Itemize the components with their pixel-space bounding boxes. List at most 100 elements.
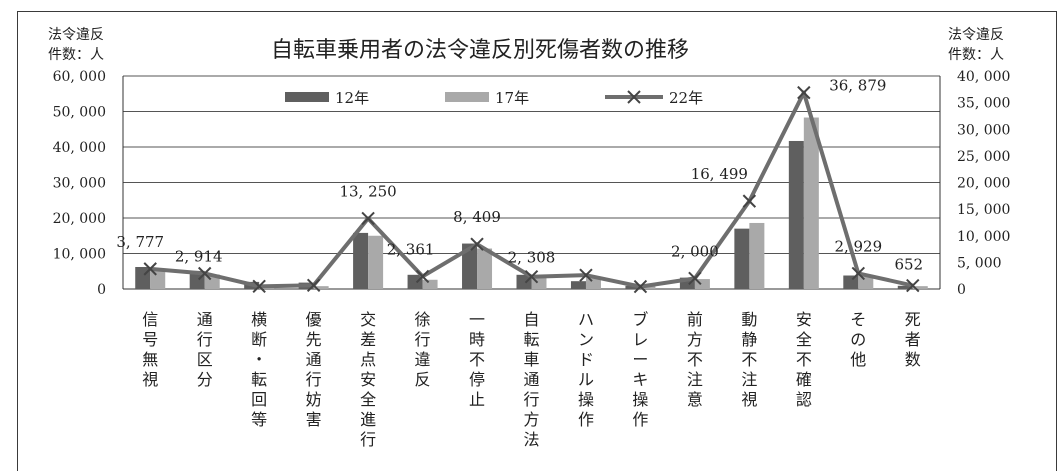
data-label: 2, 000	[671, 242, 719, 260]
x-category-char: 進	[360, 410, 376, 429]
marker-x	[851, 266, 866, 281]
marker-x-stroke	[851, 266, 866, 281]
data-label: 2, 914	[175, 247, 223, 265]
legend-label: 17年	[495, 89, 529, 107]
y-right-tick-label: 35, 000	[957, 96, 1010, 112]
x-category-char: 不	[796, 350, 812, 369]
x-category-char: 反	[415, 370, 431, 389]
marker-x	[470, 237, 484, 251]
marker-x-stroke	[143, 262, 157, 276]
line-series	[143, 85, 920, 294]
data-label: 3, 777	[116, 233, 164, 251]
bar-12年	[189, 270, 205, 289]
x-category-char: 前	[687, 310, 703, 329]
x-category-char: キ	[632, 370, 648, 389]
y-axis-left-label-line: 件数：人	[48, 47, 104, 63]
x-category-char: 安	[796, 310, 812, 329]
legend-swatch	[285, 92, 329, 102]
x-category-char: 通	[197, 310, 213, 329]
marker-x-stroke	[524, 270, 539, 284]
x-category-char: 車	[523, 350, 539, 369]
y-left-tick-label: 10, 000	[53, 247, 106, 263]
marker-x-stroke	[633, 279, 648, 294]
bar-12年	[516, 274, 532, 289]
x-category-char: 全	[360, 390, 376, 409]
bar-12年	[462, 243, 478, 289]
x-category-char: 転	[251, 370, 267, 389]
legend: 12年 17年 22年	[285, 89, 703, 107]
y-right-tick-label: 40, 000	[957, 69, 1010, 85]
marker-x	[415, 269, 430, 284]
x-category-char: 行	[360, 430, 376, 449]
legend-item: 12年	[285, 89, 369, 107]
marker-x	[579, 268, 593, 282]
marker-x-stroke	[742, 194, 757, 208]
x-category-char: 視	[741, 390, 757, 409]
marker-x	[633, 279, 648, 294]
y-right-tick-label: 5, 000	[957, 255, 1002, 271]
bar-17年	[150, 269, 166, 289]
x-category-char: ・	[251, 350, 267, 369]
marker-x-stroke	[797, 85, 811, 100]
y-right-tick-label: 10, 000	[957, 229, 1010, 245]
marker-x	[524, 270, 539, 284]
x-category-char: ン	[578, 330, 594, 349]
x-category-char: 行	[415, 330, 431, 349]
x-category-char: 不	[469, 350, 485, 369]
bar-17年	[422, 279, 438, 289]
x-category-char: そ	[850, 310, 866, 329]
y-axis-right-label-line: 件数：人	[948, 47, 1004, 63]
x-category-char: 害	[306, 410, 322, 429]
x-category-char: 法	[523, 430, 539, 449]
y-left-tick-label: 40, 000	[53, 140, 106, 156]
bar-12年	[407, 274, 423, 289]
x-category-char: 全	[796, 330, 812, 349]
y-right-tick-label: 0	[957, 282, 966, 298]
x-category-char: 停	[469, 370, 485, 389]
x-category-char: 視	[142, 370, 158, 389]
marker-x-stroke	[197, 266, 212, 281]
x-category-char: 操	[578, 390, 594, 409]
bar-12年	[843, 275, 859, 289]
x-category-char: 回	[251, 390, 267, 409]
y-axis-left-label-line: 法令違反	[48, 27, 104, 43]
marker-x	[306, 278, 321, 292]
marker-x-stroke	[252, 279, 266, 294]
x-category-char: 等	[251, 410, 267, 429]
legend-marker	[627, 90, 641, 104]
y-axis-right-label-line: 法令違反	[948, 27, 1004, 43]
x-category-char: ド	[578, 350, 594, 369]
x-category-char: 死	[905, 310, 921, 329]
y-left-tick-label: 50, 000	[53, 105, 106, 121]
x-category-char: 転	[523, 330, 539, 349]
marker-x-stroke	[361, 211, 375, 226]
x-axis-categories: 信号無視通行区分横断・転回等優先通行妨害交差点安全進行徐行違反一時不停止自転車通…	[142, 310, 921, 449]
bar-17年	[313, 286, 329, 289]
x-category-char: ハ	[578, 310, 594, 329]
x-category-char: 方	[523, 410, 539, 429]
x-category-char: 安	[360, 370, 376, 389]
data-labels: 3, 777 2, 914 13, 250 2, 361 8, 409 2, 308 2, …	[116, 77, 923, 274]
x-category-char: 認	[796, 390, 812, 409]
x-category-char: 止	[469, 390, 485, 409]
x-category-char: 一	[469, 310, 485, 329]
marker-x	[361, 211, 375, 226]
data-label: 36, 879	[829, 77, 886, 95]
x-category-char: 時	[469, 330, 485, 349]
x-category-char: レ	[632, 330, 648, 349]
x-category-char: 徐	[415, 310, 431, 329]
x-category-char: 者	[905, 330, 921, 349]
x-category-char: 先	[306, 330, 322, 349]
x-category-char: 無	[142, 350, 158, 369]
x-category-char: 静	[741, 330, 757, 349]
data-label: 16, 499	[691, 165, 748, 183]
x-category-char: 断	[251, 330, 267, 349]
marker-x	[688, 271, 702, 286]
x-category-char: 信	[142, 310, 158, 329]
x-category-char: 行	[523, 390, 539, 409]
marker-x-stroke	[579, 268, 593, 282]
data-label: 8, 409	[453, 208, 501, 226]
